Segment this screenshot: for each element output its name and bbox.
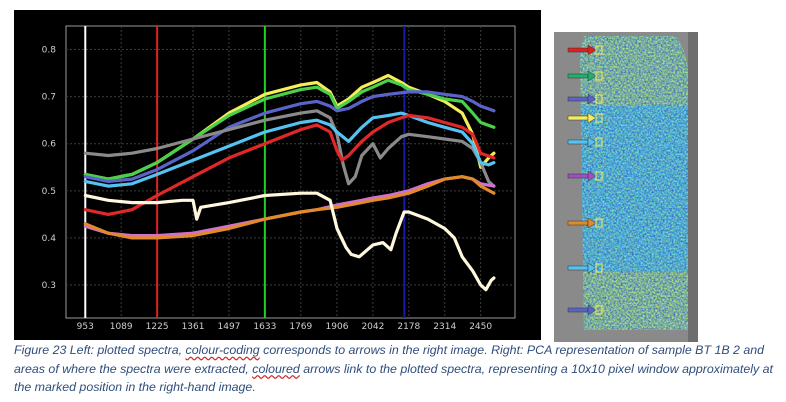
- pca-arrow: [567, 136, 603, 148]
- x-tick-label: 1906: [326, 322, 349, 332]
- pca-arrow: [567, 170, 603, 182]
- spectra-chart: 0.3 0.4 0.5 0.6 0.7 0.8 953 1089 1225 1361 1497 16…: [14, 10, 541, 340]
- pca-arrow: [567, 304, 603, 316]
- pca-arrow: [567, 70, 603, 82]
- x-tick-label: 2450: [469, 322, 492, 332]
- y-tick-label: 0.7: [42, 93, 56, 103]
- caption-prefix: Figure 23 Left: plotted spectra,: [14, 343, 186, 357]
- figure-caption: Figure 23 Left: plotted spectra, colour-…: [14, 341, 778, 397]
- caption-middle: corresponds to arrows in the right image…: [14, 343, 765, 376]
- spectrum-line: [83, 111, 496, 188]
- y-tick-label: 0.3: [42, 281, 56, 291]
- plot-frame: [65, 25, 516, 319]
- spectrum-line: [83, 78, 496, 181]
- pca-arrows: [567, 44, 603, 316]
- y-tick-label: 0.4: [42, 234, 57, 244]
- spectrum-line: [83, 175, 496, 240]
- x-tick-label: 1361: [182, 322, 205, 332]
- caption-suffix: arrows link to the plotted spectra, repr…: [14, 361, 773, 395]
- x-tick-label: 2042: [361, 322, 384, 332]
- x-tick-label: 1769: [289, 322, 312, 332]
- x-tick-label: 2178: [397, 322, 420, 332]
- spectrum-line: [83, 90, 496, 183]
- pca-arrow: [567, 112, 603, 124]
- spectra-lines: [83, 73, 496, 292]
- pca-arrow: [567, 262, 603, 274]
- chart-background: [14, 10, 541, 340]
- x-tick-label: 2314: [433, 322, 456, 332]
- y-axis-ticks: 0.3 0.4 0.5 0.6 0.7 0.8: [42, 46, 57, 291]
- y-tick-label: 0.8: [42, 46, 57, 56]
- y-tick-label: 0.5: [42, 187, 56, 197]
- pca-arrow: [567, 44, 603, 56]
- caption-word-coloured: coloured: [252, 361, 300, 376]
- x-tick-label: 1497: [218, 322, 241, 332]
- spectrum-line: [83, 191, 496, 292]
- y-tick-label: 0.6: [42, 140, 57, 150]
- caption-word-colour-coding: colour-coding: [185, 343, 260, 357]
- vertical-markers: [84, 26, 406, 318]
- x-tick-label: 1633: [253, 322, 276, 332]
- spectrum-line: [83, 109, 496, 188]
- spectrum-line: [83, 113, 496, 216]
- x-tick-label: 953: [77, 322, 94, 332]
- x-tick-label: 1225: [146, 322, 169, 332]
- pca-arrow: [567, 217, 603, 229]
- pca-image: [554, 32, 698, 342]
- sample-map: [580, 36, 688, 330]
- x-tick-label: 1089: [110, 322, 133, 332]
- x-axis-ticks: 953 1089 1225 1361 1497 1633 1769 1906 2042 2178 2…: [77, 322, 493, 332]
- pca-arrow: [567, 93, 603, 105]
